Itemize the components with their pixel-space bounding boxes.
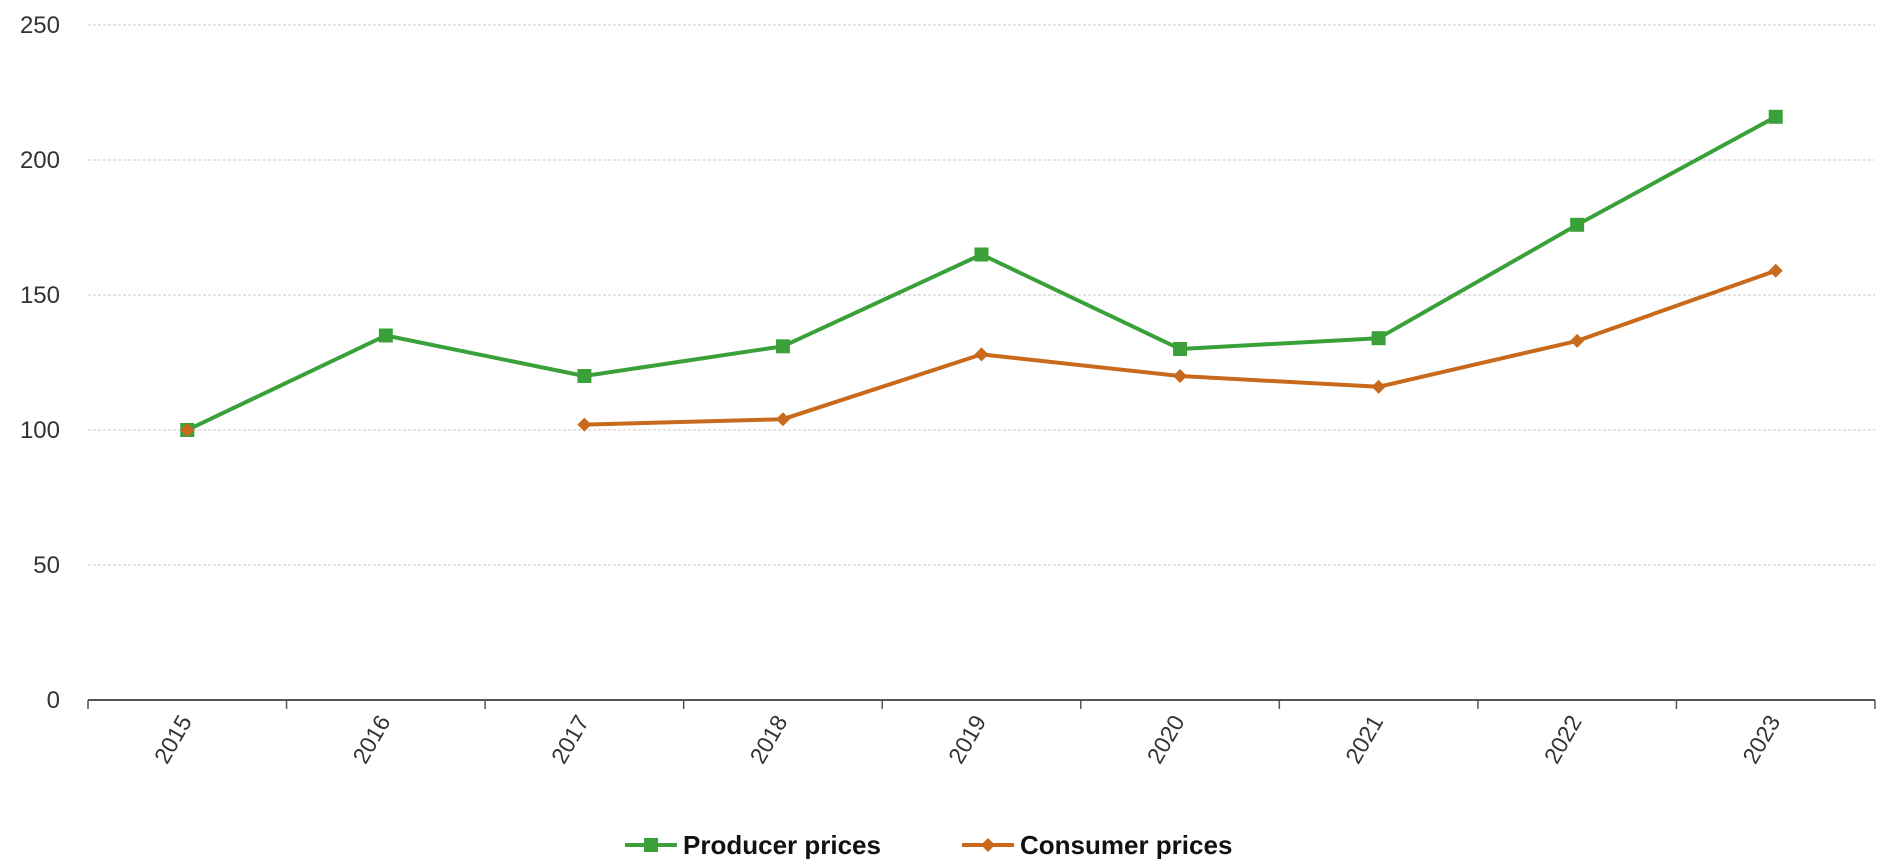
y-axis: 0 50 100 150 200 250 (20, 12, 60, 714)
gridlines (88, 24, 1875, 566)
x-tick-label: 2020 (1142, 711, 1190, 768)
legend-label: Producer prices (683, 830, 881, 859)
data-point-marker (775, 412, 790, 427)
series-lines (180, 109, 1783, 437)
x-tick-label: 2023 (1737, 711, 1785, 768)
data-point-marker (775, 339, 790, 354)
legend-label: Consumer prices (1020, 830, 1232, 859)
data-point-marker (1570, 217, 1585, 232)
x-tick-label: 2015 (149, 711, 197, 768)
legend: Producer prices Consumer prices (625, 830, 1232, 860)
y-tick-label: 0 (47, 687, 60, 714)
x-axis: 2015 2016 2017 2018 2019 2020 2021 2022 2023 (87, 699, 1876, 768)
x-tick-label: 2019 (943, 711, 991, 768)
data-point-marker (974, 247, 989, 262)
data-point-marker (1371, 331, 1386, 346)
data-point-marker (378, 328, 393, 343)
x-tick-label: 2022 (1539, 711, 1587, 768)
x-tick-label: 2017 (546, 711, 594, 768)
y-tick-label: 150 (20, 282, 60, 309)
legend-item-producer-prices: Producer prices (625, 830, 881, 860)
data-point-marker (577, 417, 592, 432)
data-point-marker (1570, 333, 1585, 348)
data-point-marker (1173, 369, 1188, 383)
data-point-marker (1173, 342, 1188, 356)
x-tick-label: 2018 (744, 711, 792, 768)
series-producer-prices (180, 109, 1783, 437)
y-tick-label: 250 (20, 12, 60, 39)
legend-swatch-marker (981, 838, 995, 852)
x-tick-label: 2021 (1340, 711, 1388, 768)
x-tick-label: 2016 (347, 711, 395, 768)
data-point-marker (1768, 109, 1783, 124)
data-point-marker (974, 347, 989, 362)
legend-item-consumer-prices: Consumer prices (962, 830, 1232, 860)
y-tick-label: 200 (20, 147, 60, 174)
data-point-marker (1768, 263, 1783, 278)
series-line (186, 115, 1777, 432)
y-tick-label: 50 (33, 552, 60, 579)
data-point-marker (180, 423, 195, 437)
data-point-marker (1371, 379, 1386, 394)
legend-swatch-marker (644, 838, 658, 852)
y-tick-label: 100 (20, 417, 60, 444)
series-consumer-prices (180, 263, 1783, 437)
data-point-marker (577, 369, 592, 383)
